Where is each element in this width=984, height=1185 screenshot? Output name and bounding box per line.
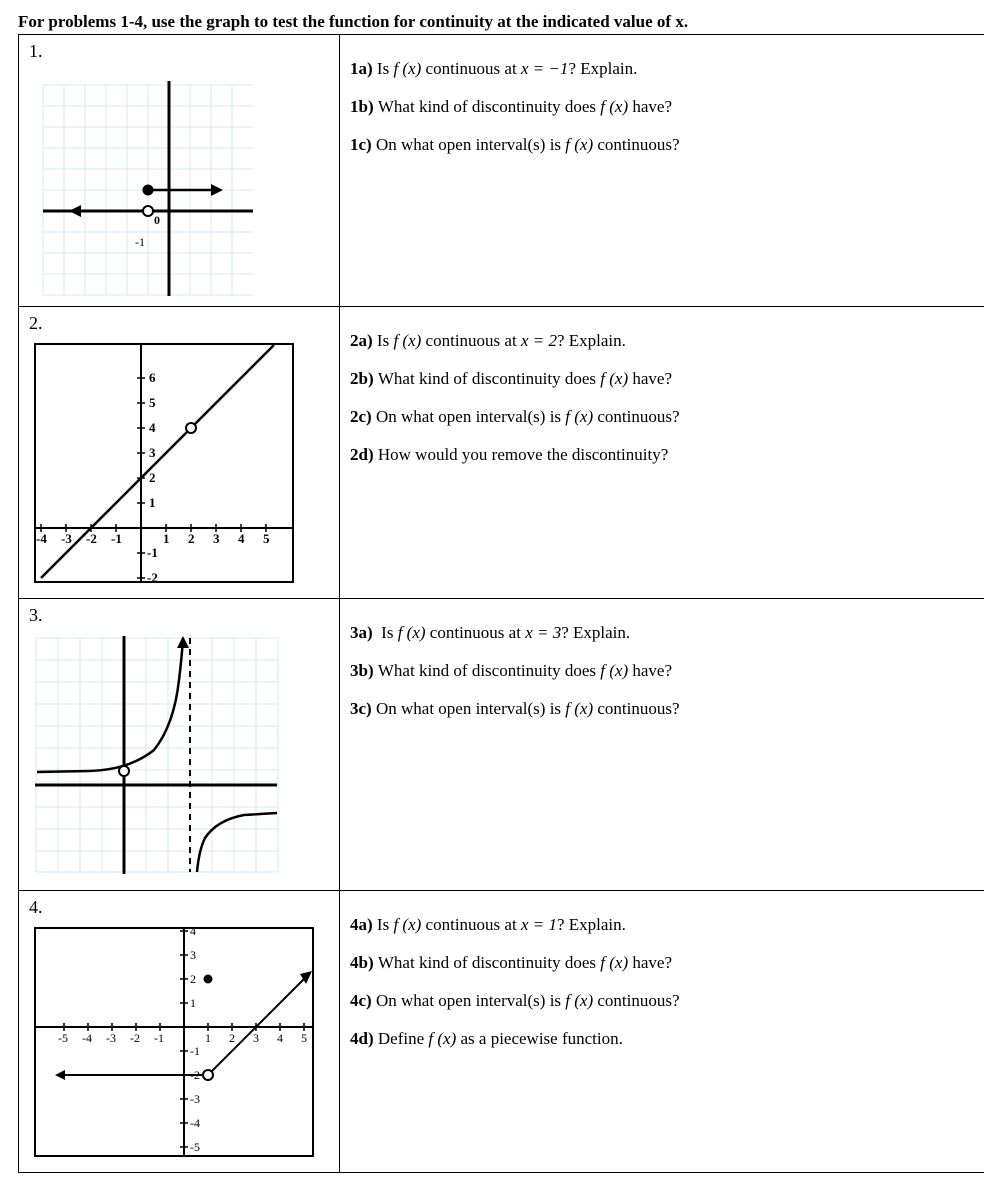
graph-3 [29, 630, 279, 880]
problem-3-graph-cell: 3. [19, 599, 340, 891]
question-1b: 1b) What kind of discontinuity does f (x… [350, 97, 984, 117]
svg-text:1: 1 [190, 996, 196, 1010]
instructions: For problems 1-4, use the graph to test … [18, 12, 966, 32]
svg-text:5: 5 [301, 1031, 307, 1045]
svg-text:-1: -1 [147, 545, 158, 560]
problem-number: 3. [29, 605, 329, 626]
svg-text:2: 2 [149, 470, 156, 485]
svg-text:-5: -5 [190, 1140, 200, 1154]
origin-label: 0 [154, 213, 160, 227]
question-4b: 4b) What kind of discontinuity does f (x… [350, 953, 984, 973]
problem-4-questions: 4a) Is f (x) continuous at x = 1? Explai… [340, 891, 984, 1173]
svg-text:2: 2 [188, 531, 195, 546]
question-3b: 3b) What kind of discontinuity does f (x… [350, 661, 984, 681]
svg-text:-5: -5 [58, 1031, 68, 1045]
question-2b: 2b) What kind of discontinuity does f (x… [350, 369, 984, 389]
problem-4-graph-cell: 4. -5 -4 -3 -2 -1 1 2 3 4 5 [19, 891, 340, 1173]
problem-table: 1. 0 -1 [18, 34, 984, 1173]
svg-text:-1: -1 [154, 1031, 164, 1045]
svg-text:4: 4 [238, 531, 245, 546]
svg-text:4: 4 [149, 420, 156, 435]
tick-label: -1 [135, 235, 145, 249]
question-3c: 3c) On what open interval(s) is f (x) co… [350, 699, 984, 719]
svg-text:3: 3 [149, 445, 156, 460]
graph-4: -5 -4 -3 -2 -1 1 2 3 4 5 4 3 2 1 -1 -2 [29, 922, 319, 1162]
svg-text:-4: -4 [190, 1116, 200, 1130]
svg-text:4: 4 [277, 1031, 283, 1045]
svg-text:-2: -2 [130, 1031, 140, 1045]
svg-text:1: 1 [205, 1031, 211, 1045]
svg-text:-2: -2 [86, 531, 97, 546]
question-4a: 4a) Is f (x) continuous at x = 1? Explai… [350, 915, 984, 935]
svg-text:1: 1 [149, 495, 156, 510]
question-1c: 1c) On what open interval(s) is f (x) co… [350, 135, 984, 155]
graph-2: -4 -3 -2 -1 1 2 3 4 5 -2 -1 1 2 3 [29, 338, 299, 588]
question-2a: 2a) Is f (x) continuous at x = 2? Explai… [350, 331, 984, 351]
svg-text:3: 3 [213, 531, 220, 546]
svg-text:-4: -4 [82, 1031, 92, 1045]
svg-text:-4: -4 [36, 531, 47, 546]
svg-text:-3: -3 [190, 1092, 200, 1106]
svg-text:5: 5 [149, 395, 156, 410]
question-3a: 3a) Is f (x) continuous at x = 3? Explai… [350, 623, 984, 643]
question-4c: 4c) On what open interval(s) is f (x) co… [350, 991, 984, 1011]
svg-text:-2: -2 [147, 570, 158, 585]
svg-text:6: 6 [149, 370, 156, 385]
problem-1-graph-cell: 1. 0 -1 [19, 35, 340, 307]
question-4d: 4d) Define f (x) as a piecewise function… [350, 1029, 984, 1049]
svg-text:2: 2 [229, 1031, 235, 1045]
svg-text:-1: -1 [111, 531, 122, 546]
svg-text:-3: -3 [106, 1031, 116, 1045]
graph-1: 0 -1 [29, 66, 269, 296]
problem-number: 1. [29, 41, 329, 62]
svg-text:5: 5 [263, 531, 270, 546]
problem-3-questions: 3a) Is f (x) continuous at x = 3? Explai… [340, 599, 984, 891]
svg-text:2: 2 [190, 972, 196, 986]
svg-text:-3: -3 [61, 531, 72, 546]
problem-2-questions: 2a) Is f (x) continuous at x = 2? Explai… [340, 307, 984, 599]
svg-text:1: 1 [163, 531, 170, 546]
svg-text:4: 4 [190, 924, 196, 938]
problem-1-questions: 1a) Is f (x) continuous at x = −1? Expla… [340, 35, 984, 307]
question-1a: 1a) Is f (x) continuous at x = −1? Expla… [350, 59, 984, 79]
svg-text:-1: -1 [190, 1044, 200, 1058]
question-2d: 2d) How would you remove the discontinui… [350, 445, 984, 465]
question-2c: 2c) On what open interval(s) is f (x) co… [350, 407, 984, 427]
problem-number: 2. [29, 313, 329, 334]
problem-number: 4. [29, 897, 329, 918]
svg-text:3: 3 [190, 948, 196, 962]
problem-2-graph-cell: 2. -4 -3 -2 -1 1 2 3 4 5 [19, 307, 340, 599]
svg-text:3: 3 [253, 1031, 259, 1045]
